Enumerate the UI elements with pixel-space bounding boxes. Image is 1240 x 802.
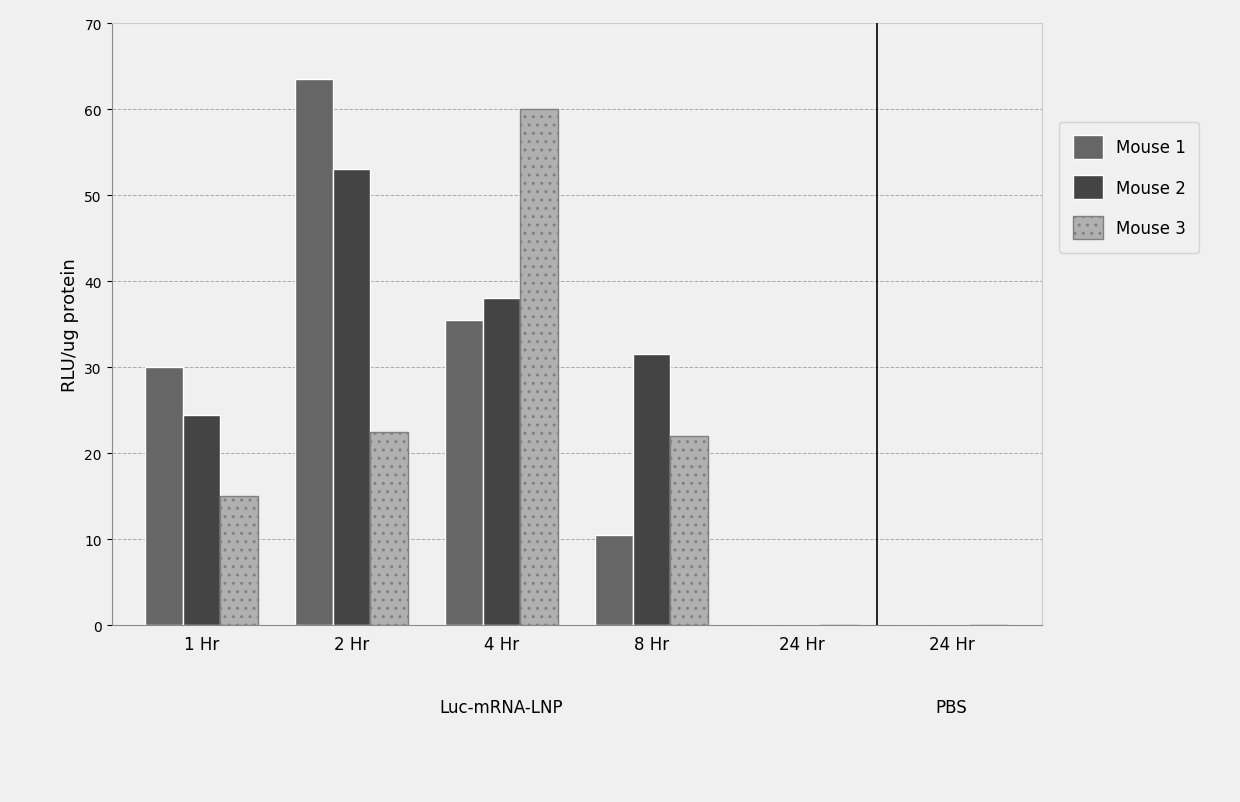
Bar bbox=[521, 110, 558, 626]
Bar bbox=[632, 354, 671, 626]
Bar bbox=[482, 299, 521, 626]
Bar bbox=[445, 321, 482, 626]
Bar bbox=[182, 415, 221, 626]
Bar bbox=[671, 436, 708, 626]
Bar bbox=[332, 170, 371, 626]
Bar bbox=[595, 536, 632, 626]
Bar bbox=[295, 80, 332, 626]
Bar bbox=[221, 496, 258, 626]
Bar bbox=[145, 368, 182, 626]
Text: Luc-mRNA-LNP: Luc-mRNA-LNP bbox=[440, 698, 563, 715]
Y-axis label: RLU/ug protein: RLU/ug protein bbox=[61, 258, 78, 391]
Bar bbox=[371, 432, 408, 626]
Legend: Mouse 1, Mouse 2, Mouse 3: Mouse 1, Mouse 2, Mouse 3 bbox=[1059, 123, 1199, 253]
Text: PBS: PBS bbox=[936, 698, 967, 715]
